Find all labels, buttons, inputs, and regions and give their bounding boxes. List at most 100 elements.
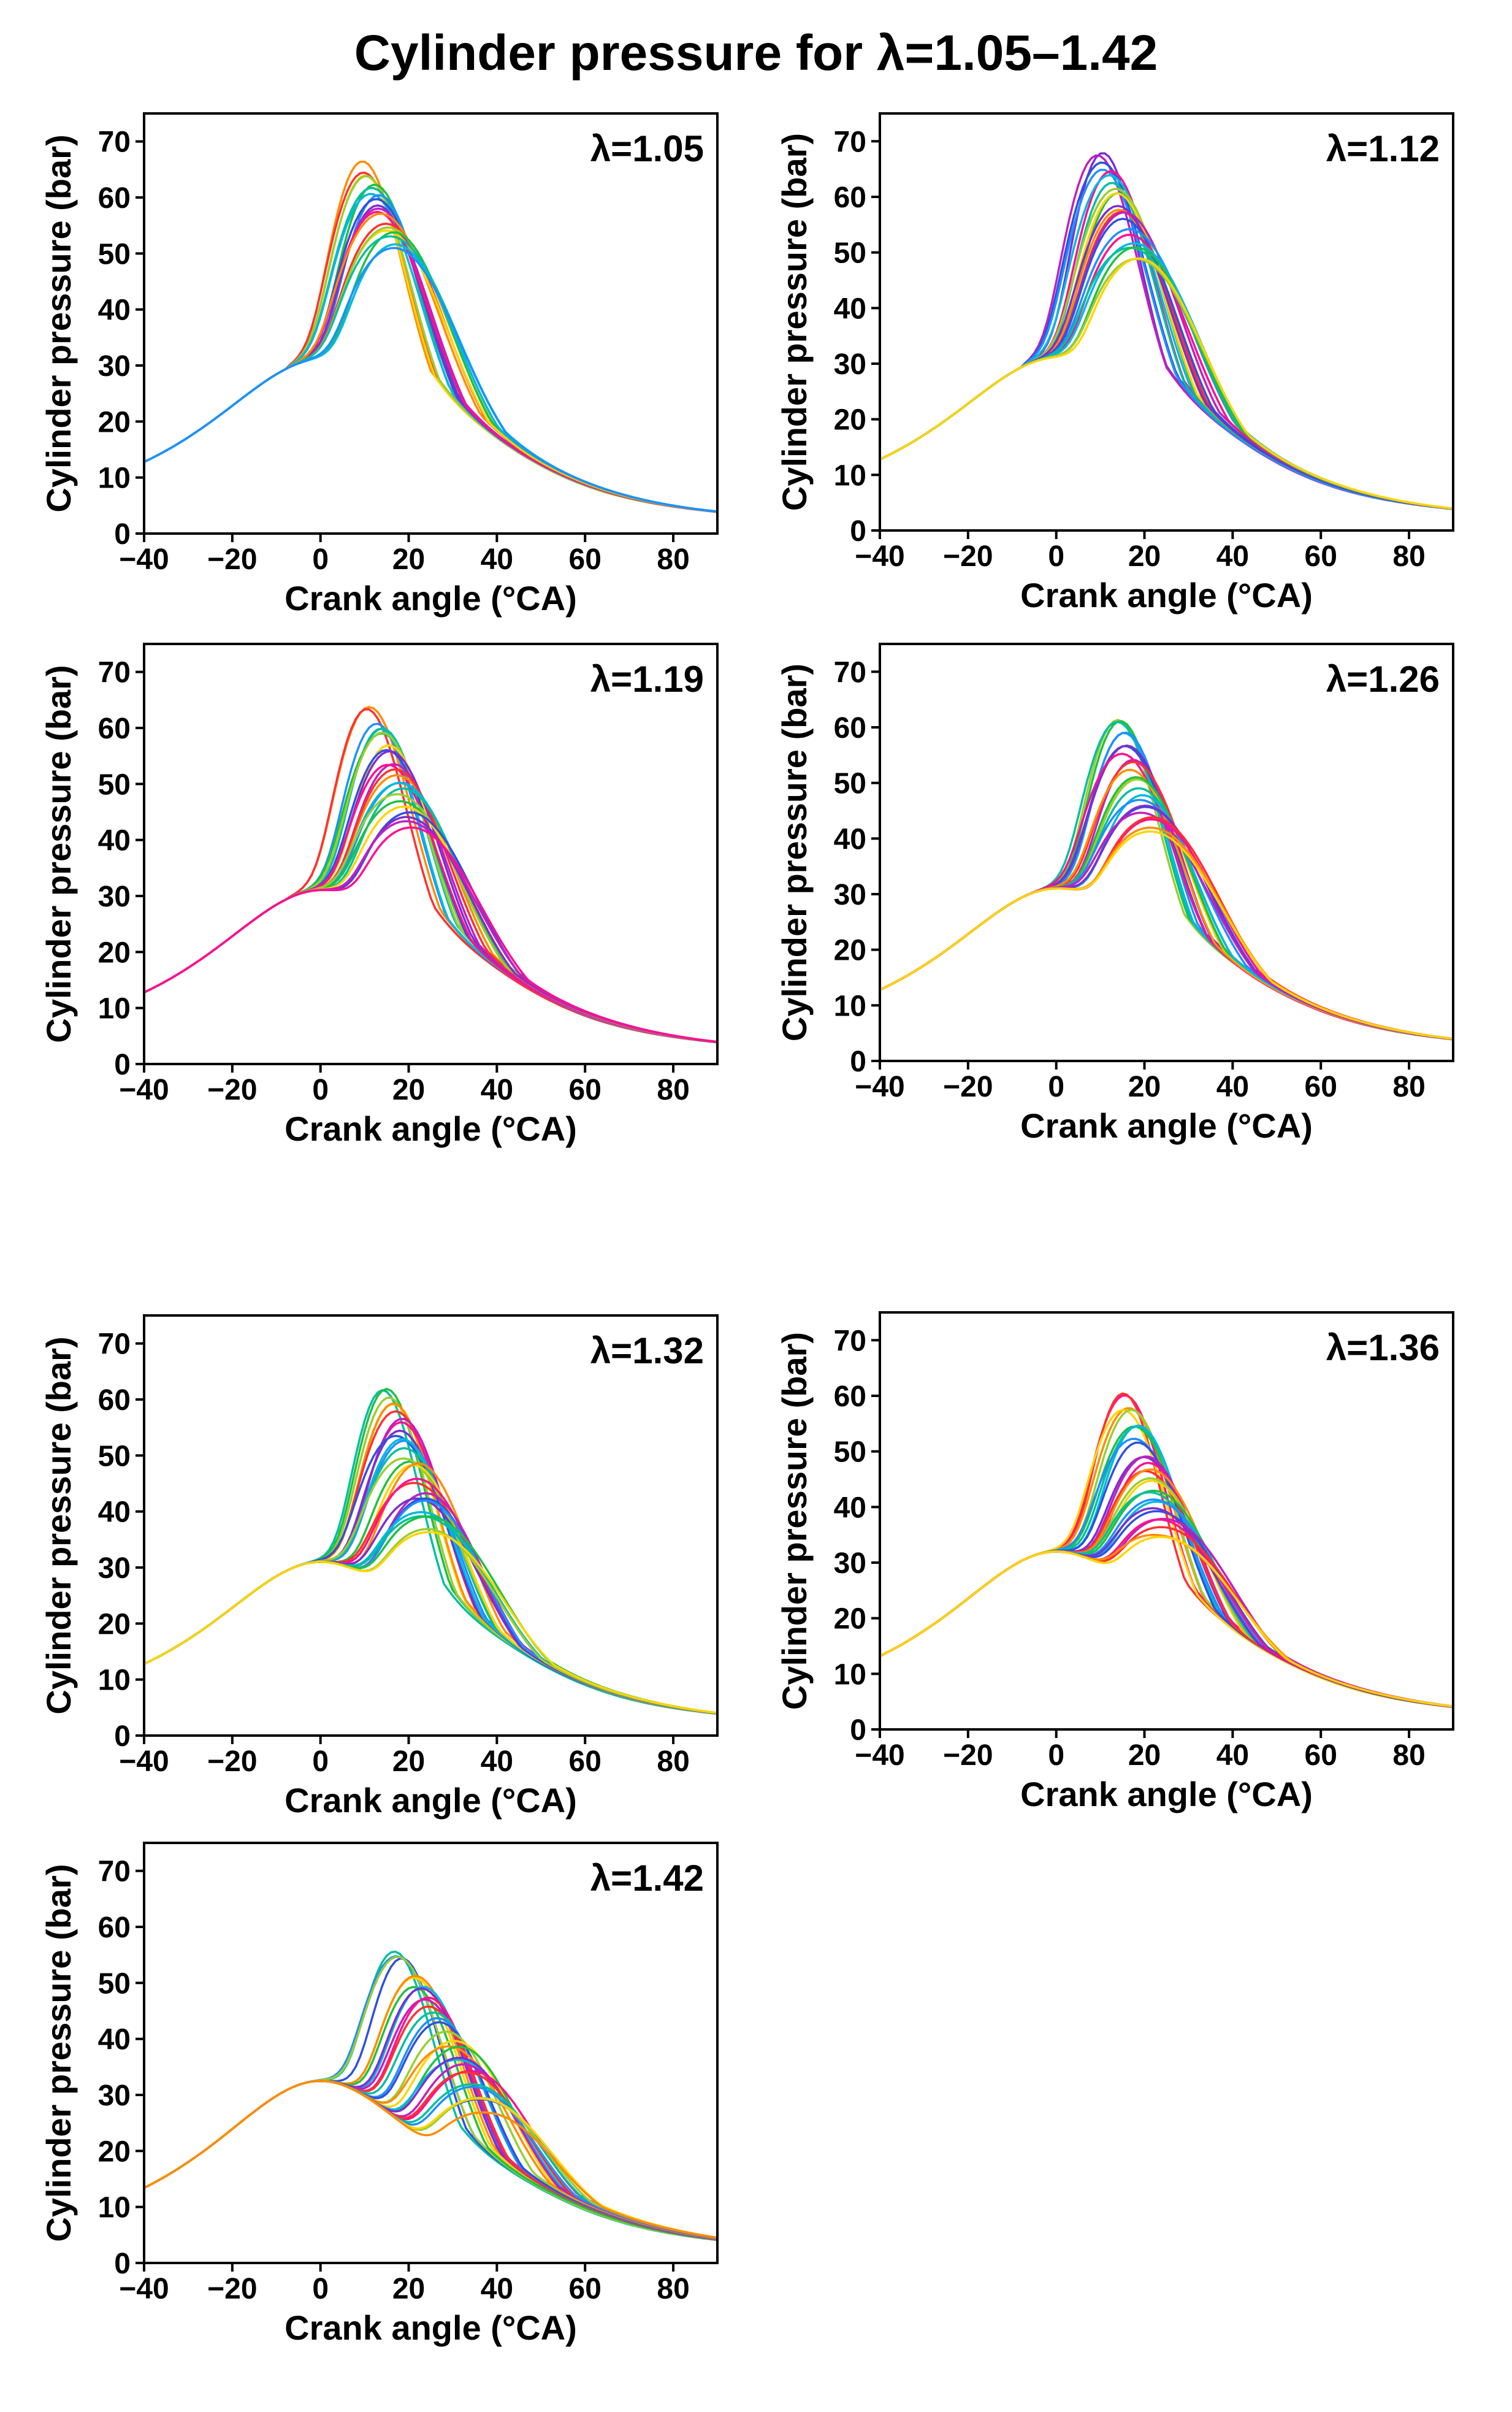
data-series-line [144,1492,717,1715]
data-series-line [880,1534,1453,1708]
y-tick-label: 30 [98,350,131,383]
y-tick-label: 50 [834,1436,866,1469]
x-tick-label: −20 [943,1739,993,1772]
data-series-line [144,1389,717,1715]
data-series-line [144,1418,717,1715]
x-tick-label: −20 [207,1074,257,1106]
y-tick-label: 0 [850,1046,866,1078]
y-tick-label: 10 [834,990,866,1022]
x-tick-label: −20 [943,1071,993,1103]
data-series-line [144,787,717,1043]
data-series-line [880,1392,1453,1709]
y-tick-label: 50 [98,1440,131,1472]
x-tick-label: 20 [392,2273,425,2305]
data-series-line [880,1407,1453,1709]
data-series-line [144,708,717,1044]
y-axis-label: Cylinder pressure (bar) [775,664,814,1041]
x-tick-label: 80 [657,2273,689,2305]
panel-lambda-label: λ=1.32 [590,1330,704,1371]
y-tick-label: 10 [98,2192,131,2224]
x-tick-label: −40 [119,1074,169,1106]
y-tick-label: 60 [98,182,131,215]
series-group [880,1392,1453,1709]
data-series-line [880,1441,1453,1708]
data-series-line [880,211,1453,510]
data-series-line [880,1498,1453,1708]
data-series-line [880,161,1453,510]
x-tick-label: 60 [569,2273,601,2305]
series-group [144,706,717,1044]
y-tick-label: 60 [98,1912,131,1944]
panel-lambda-label: λ=1.36 [1326,1327,1440,1368]
series-group [144,1388,717,1715]
y-tick-label: 0 [114,518,131,551]
y-tick-label: 40 [98,2024,131,2056]
data-series-line [880,830,1453,1040]
data-series-line [144,764,717,1044]
data-series-line [144,2063,717,2240]
x-axis-label: Crank angle (°CA) [1020,1106,1313,1145]
x-tick-label: 80 [1392,540,1425,573]
data-series-line [880,719,1453,1041]
y-tick-label: 30 [98,881,131,913]
x-tick-label: 80 [1392,1739,1425,1772]
y-tick-label: 70 [834,126,866,158]
y-tick-label: 70 [834,1325,866,1357]
data-series-line [880,1500,1453,1708]
data-series-line [144,171,717,513]
data-series-line [880,1394,1453,1709]
data-series-line [880,152,1453,510]
data-series-line [880,1510,1453,1708]
data-series-line [144,2080,717,2239]
x-tick-label: 0 [312,2273,329,2305]
data-series-line [880,1536,1453,1708]
data-series-line [144,728,717,1044]
panel-lambda-label: λ=1.26 [1326,659,1440,700]
x-tick-label: 0 [1048,1071,1064,1103]
x-tick-label: 80 [657,1745,689,1778]
chart-panel: −40 −20 0 20 40 60 80 0 10 20 30 40 50 60 70 Crank angl… [775,112,1454,614]
data-series-line [144,1457,717,1715]
data-series-line [144,2017,717,2240]
y-tick-label: 60 [98,1384,131,1417]
data-series-line [880,209,1453,510]
y-tick-label: 30 [834,348,866,381]
y-tick-label: 20 [834,404,866,437]
x-tick-label: 0 [1048,540,1064,573]
x-tick-label: 20 [392,1074,425,1106]
x-tick-label: 40 [481,1074,513,1106]
y-tick-label: 30 [98,1552,131,1585]
y-tick-label: 0 [114,1049,131,1081]
x-tick-label: −40 [855,540,904,573]
y-tick-label: 10 [834,1658,866,1691]
plot-frame [879,1311,1454,1731]
chart-panel: −40 −20 0 20 40 60 80 0 10 20 30 40 50 60 70 Crank angl… [39,112,719,618]
chart-panel: −40 −20 0 20 40 60 80 0 10 20 30 40 50 60 70 Crank angl… [39,1314,719,1820]
x-tick-label: −40 [855,1071,904,1103]
y-tick-label: 20 [834,1603,866,1636]
y-tick-label: 60 [834,712,866,745]
x-tick-label: 60 [1305,1739,1337,1772]
x-tick-label: 40 [1216,1071,1249,1103]
data-series-line [144,1515,717,1715]
plot-frame [143,112,719,535]
x-tick-label: −40 [855,1739,904,1772]
data-series-line [880,192,1453,510]
x-axis-label: Crank angle (°CA) [1020,576,1313,614]
series-group [144,1950,717,2242]
data-series-line [144,2080,717,2239]
x-tick-label: 80 [657,1074,689,1106]
x-axis-label: Crank angle (°CA) [1020,1775,1313,1813]
plot-frame [879,643,1454,1062]
y-tick-label: 0 [114,1720,131,1753]
data-series-line [144,2040,717,2240]
x-tick-label: −20 [943,540,993,573]
data-series-line [144,1403,717,1715]
data-series-line [144,763,717,1043]
x-tick-label: −20 [207,543,257,576]
y-tick-label: 0 [114,2248,131,2280]
x-tick-label: 80 [657,543,689,576]
y-axis-label: Cylinder pressure (bar) [39,1864,78,2242]
plot-frame [143,1842,719,2264]
